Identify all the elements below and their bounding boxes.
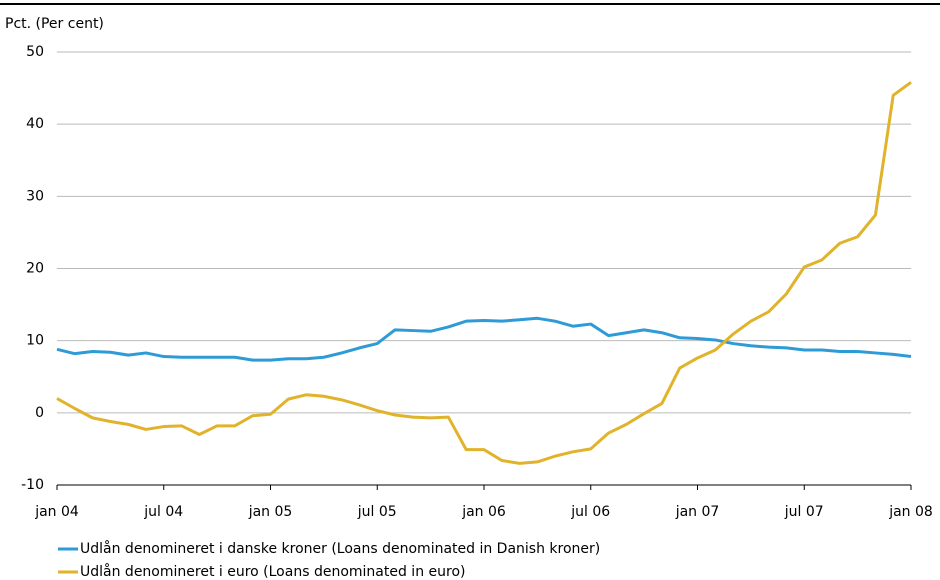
x-tick-label: jan 08 xyxy=(888,504,933,520)
y-tick-label: -10 xyxy=(21,477,44,493)
x-tick-label: jan 05 xyxy=(248,504,293,520)
y-tick-label: 10 xyxy=(26,333,44,349)
y-tick-label: 40 xyxy=(26,116,44,132)
x-tick-label: jul 07 xyxy=(784,504,824,520)
y-tick-label: 20 xyxy=(26,261,44,277)
x-tick-label: jan 06 xyxy=(461,504,506,520)
legend-label: Udlån denomineret i euro (Loans denomina… xyxy=(80,563,465,580)
y-tick-label: 0 xyxy=(35,405,44,421)
y-axis-label: Pct. (Per cent) xyxy=(5,16,104,32)
x-tick-label: jan 04 xyxy=(34,504,79,520)
legend-label: Udlån denomineret i danske kroner (Loans… xyxy=(80,540,600,557)
x-tick-label: jan 07 xyxy=(675,504,720,520)
x-tick-label: jul 06 xyxy=(570,504,610,520)
y-tick-label: 50 xyxy=(26,44,44,60)
x-tick-label: jul 05 xyxy=(357,504,397,520)
line-series xyxy=(56,81,912,465)
y-tick-label: 30 xyxy=(26,188,44,204)
x-tick-label: jul 04 xyxy=(143,504,183,520)
line-series xyxy=(56,316,912,362)
